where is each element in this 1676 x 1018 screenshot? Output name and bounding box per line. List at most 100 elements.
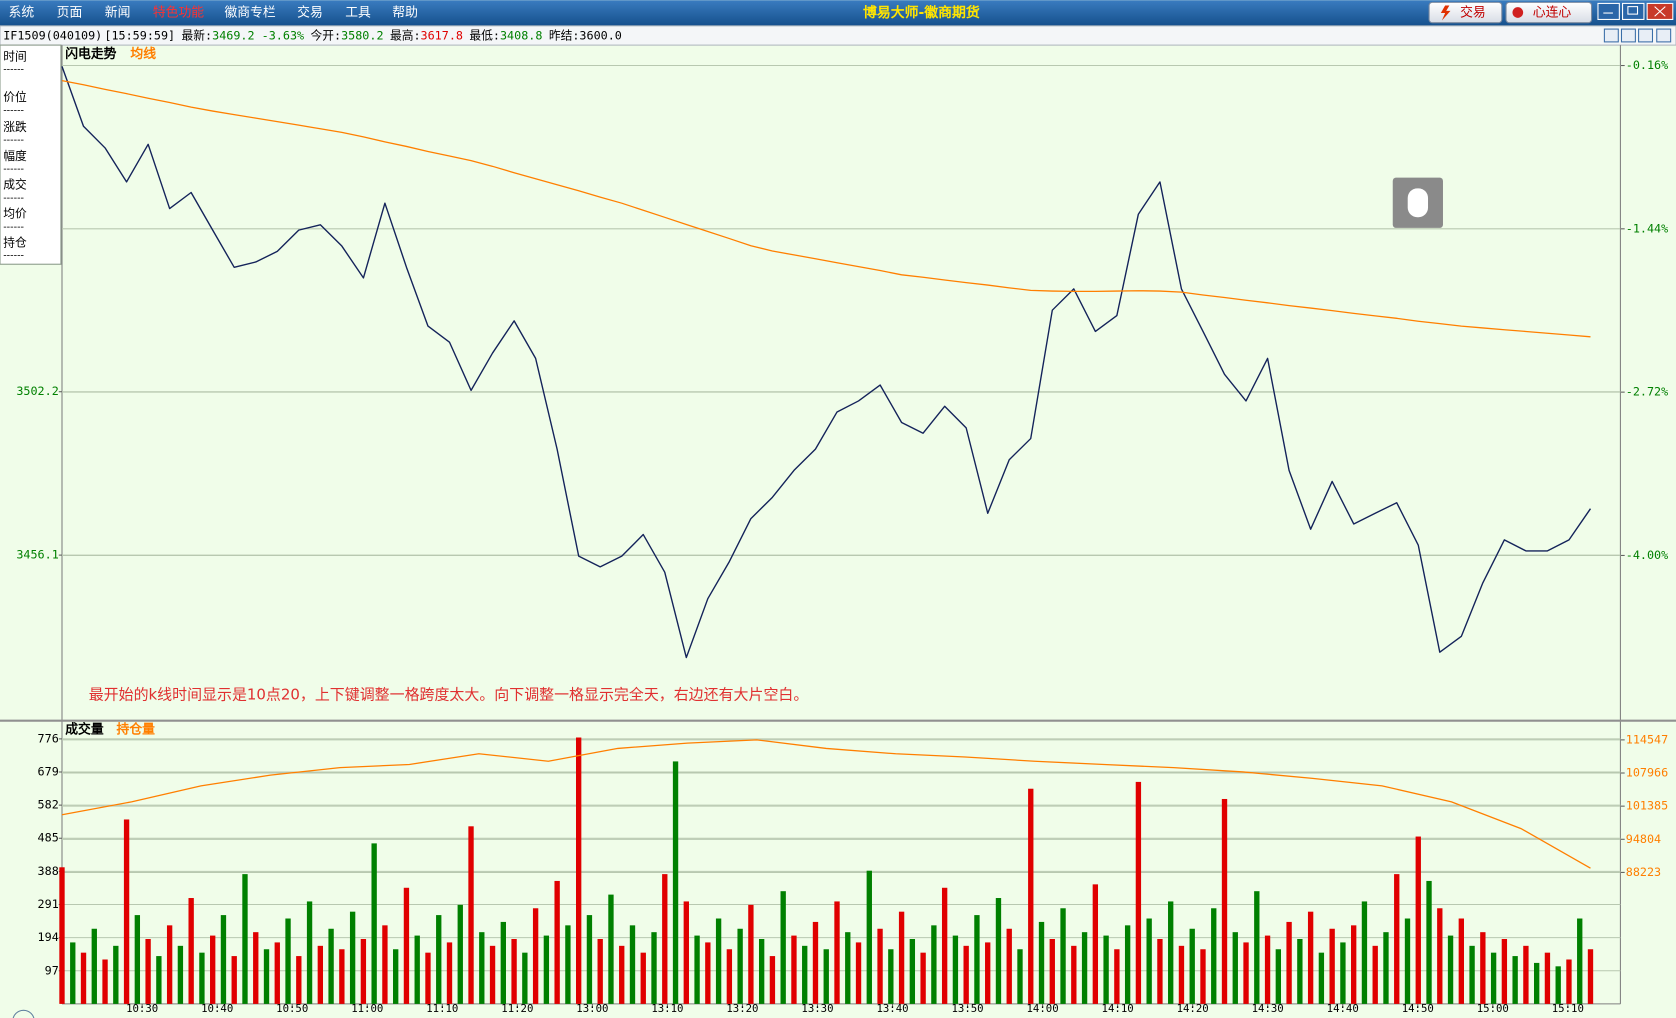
volume-bar xyxy=(737,928,743,1004)
panel-button[interactable] xyxy=(1620,28,1636,43)
y-tick-label: 3456.1 xyxy=(16,548,58,562)
x-tick-label: 13:30 xyxy=(801,1002,833,1015)
volume-bar xyxy=(285,918,291,1004)
y-tick-label: 291 xyxy=(38,897,59,911)
volume-bar xyxy=(1415,836,1421,1004)
volume-bar xyxy=(758,939,765,1004)
volume-bar xyxy=(102,959,108,1004)
volume-bar xyxy=(995,898,1002,1004)
y-tick-label: 388 xyxy=(38,864,59,878)
window-controls xyxy=(1597,2,1674,20)
volume-bar xyxy=(683,901,689,1004)
y2-tick-label: 94804 xyxy=(1626,832,1661,846)
volume-bar xyxy=(985,942,991,1004)
quote-value: 3600.0 xyxy=(579,28,621,42)
quote-label: 最新: xyxy=(182,28,213,42)
volume-bar xyxy=(1426,880,1432,1004)
y2-tick-label: 114547 xyxy=(1626,732,1668,746)
volume-bar xyxy=(339,949,345,1004)
volume-bar xyxy=(1361,901,1368,1004)
volume-bar xyxy=(1394,874,1400,1004)
volume-bar xyxy=(823,949,829,1004)
volume-bar xyxy=(468,826,474,1004)
panel-button[interactable] xyxy=(1603,28,1619,43)
volume-bar xyxy=(1135,781,1142,1004)
heart-icon xyxy=(1512,7,1524,18)
x-tick-label: 11:10 xyxy=(426,1002,458,1015)
minimize-button[interactable] xyxy=(1597,2,1620,20)
volume-bar xyxy=(306,901,313,1004)
x-tick-label: 15:10 xyxy=(1552,1002,1584,1015)
y-tick-label: 97 xyxy=(45,963,59,977)
volume-bar xyxy=(371,843,377,1004)
volume-bar xyxy=(274,942,280,1004)
volume-bar xyxy=(748,904,754,1004)
menu-item[interactable]: 帮助 xyxy=(392,6,418,21)
volume-bar xyxy=(1103,935,1109,1004)
volume-bar xyxy=(1114,949,1120,1004)
volume-bar xyxy=(1577,918,1583,1004)
menu-item[interactable]: 新闻 xyxy=(105,5,131,21)
volume-bar xyxy=(597,939,603,1004)
volume-bar xyxy=(1157,939,1163,1004)
volume-bar xyxy=(1286,921,1292,1004)
volume-bar xyxy=(586,915,593,1004)
menu-item[interactable]: 特色功能 xyxy=(153,5,204,21)
quote-value: 3617.8 xyxy=(421,28,463,42)
volume-bar xyxy=(70,942,76,1004)
volume-bar xyxy=(425,952,431,1004)
volume-bar xyxy=(360,939,367,1004)
x-tick-label: 13:10 xyxy=(651,1002,683,1015)
menu-item[interactable]: 交易 xyxy=(297,5,323,21)
volume-bar xyxy=(619,945,625,1004)
volume-bar xyxy=(1178,945,1185,1004)
volume-bar xyxy=(188,898,194,1004)
open-interest-line xyxy=(61,739,1591,869)
menu-item[interactable]: 徽商专栏 xyxy=(224,6,275,21)
volume-bar xyxy=(1124,925,1131,1004)
panel-separator: ------ xyxy=(3,193,24,204)
volume-bar xyxy=(242,874,248,1004)
button-label[interactable]: 心连心 xyxy=(1533,5,1572,21)
panel-label: 成交 xyxy=(3,178,27,192)
volume-bar xyxy=(317,945,324,1004)
panel-button[interactable] xyxy=(1638,28,1654,43)
restore-icon xyxy=(1627,6,1639,15)
volume-bar xyxy=(662,874,668,1004)
button-label[interactable]: 交易 xyxy=(1460,5,1486,21)
volume-bar xyxy=(328,928,334,1004)
volume-bar xyxy=(253,932,259,1004)
volume-bar xyxy=(845,932,851,1004)
volume-bar xyxy=(1254,891,1260,1004)
volume-bar xyxy=(1092,884,1099,1004)
volume-bar xyxy=(802,945,808,1004)
panel-button[interactable] xyxy=(1656,28,1672,43)
y2-tick-label: -0.16% xyxy=(1626,58,1668,72)
volume-bar xyxy=(1566,959,1572,1004)
y-tick-label: 776 xyxy=(38,731,59,745)
restore-button[interactable] xyxy=(1622,2,1645,20)
y2-tick-label: -2.72% xyxy=(1626,385,1668,399)
volume-bar xyxy=(554,880,560,1004)
quote-label: 最高: xyxy=(390,28,421,42)
legend-label: 持仓量 xyxy=(117,722,156,738)
volume-bar xyxy=(1243,942,1249,1004)
volume-bar xyxy=(145,939,151,1004)
panel-label: 均价 xyxy=(3,206,27,220)
menu-item[interactable]: 系统 xyxy=(9,6,35,21)
volume-bar xyxy=(1523,945,1529,1004)
volume-bar xyxy=(672,761,679,1004)
heart-button[interactable] xyxy=(1505,1,1593,24)
volume-bar xyxy=(511,939,517,1004)
quote-label: 昨结: xyxy=(549,28,580,42)
volume-bar xyxy=(791,935,797,1004)
title-bar xyxy=(0,0,1676,26)
y2-tick-label: -1.44% xyxy=(1626,221,1668,235)
menu-item[interactable]: 页面 xyxy=(57,6,83,21)
volume-bar xyxy=(479,932,485,1004)
x-tick-label: 14:40 xyxy=(1327,1002,1359,1015)
volume-bar xyxy=(963,945,969,1004)
volume-bar xyxy=(532,908,539,1004)
menu-item[interactable]: 工具 xyxy=(345,6,371,21)
